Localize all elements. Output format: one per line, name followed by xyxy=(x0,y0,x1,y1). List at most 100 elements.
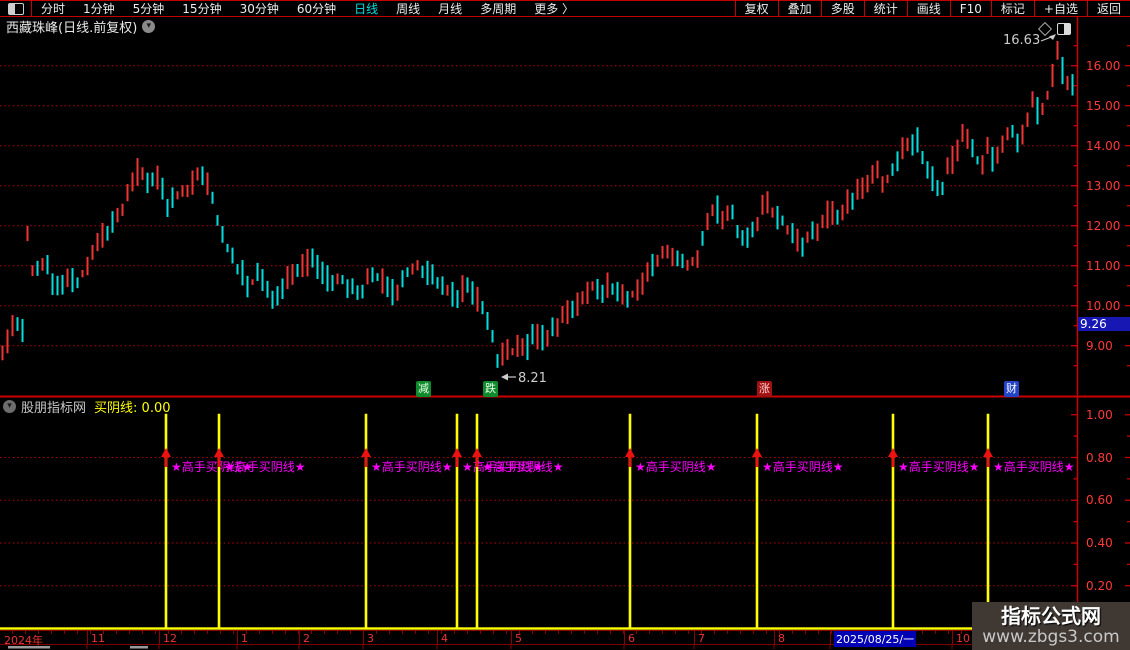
buy-arrow-stem xyxy=(164,456,168,467)
tab-timeframe-3[interactable]: 15分钟 xyxy=(182,2,222,16)
month-label: 6 xyxy=(628,632,635,645)
toolbar-action-1[interactable]: 叠加 xyxy=(777,1,821,16)
month-label: 7 xyxy=(698,632,705,645)
tab-timeframe-9[interactable]: 多周期 xyxy=(480,2,517,16)
toolbar-actions: 复权 叠加 多股 统计 画线 F10 标记 +自选 返回 xyxy=(734,1,1130,16)
signal-marker-label: ★高手买阴线★ xyxy=(462,459,544,474)
buy-arrow-icon xyxy=(983,448,993,457)
toolbar-action-2[interactable]: 多股 xyxy=(820,1,864,16)
toolbar-action-8[interactable]: 返回 xyxy=(1086,1,1130,16)
signal-marker-label: ★高手买阴线★ xyxy=(224,459,306,474)
high-arrowhead xyxy=(1049,34,1056,40)
chart-corner-icons xyxy=(1037,21,1071,37)
month-label: 8 xyxy=(778,632,785,645)
buy-arrow-icon xyxy=(888,448,898,457)
indicator-axis-label: 0.20 xyxy=(1086,578,1113,593)
panel-chevron-down-icon[interactable]: ▾ xyxy=(3,399,16,413)
layout-split-icon[interactable] xyxy=(8,2,24,15)
watermark-url: www.zbgs3.com xyxy=(982,627,1120,647)
price-axis-label: 16.00 xyxy=(1086,58,1121,73)
buy-arrow-icon xyxy=(472,448,482,457)
price-axis-label: 13.00 xyxy=(1086,178,1121,193)
time-axis-separator xyxy=(87,631,88,644)
frame-lines xyxy=(0,17,1130,645)
signal-marker-label: ★高手买阴线★ xyxy=(898,459,980,474)
toolbar-action-3[interactable]: 统计 xyxy=(863,1,907,16)
toolbar-action-4[interactable]: 画线 xyxy=(906,1,950,16)
tab-timeframe-5[interactable]: 60分钟 xyxy=(296,2,337,16)
buy-arrow-icon xyxy=(214,448,224,457)
month-label: 1 xyxy=(241,632,248,645)
toolbar-action-0[interactable]: 复权 xyxy=(734,1,778,16)
buy-arrow-stem xyxy=(217,456,221,467)
month-label: 4 xyxy=(441,632,448,645)
month-label: 3 xyxy=(367,632,374,645)
time-axis-separator xyxy=(830,631,831,644)
time-axis-separator xyxy=(237,631,238,644)
time-axis-separator xyxy=(511,631,512,644)
buy-arrow-icon xyxy=(161,448,171,457)
toolbar-action-5[interactable]: F10 xyxy=(949,1,991,16)
cutoff-text-fragment xyxy=(8,646,50,649)
time-axis-separator xyxy=(774,631,775,644)
tab-timeframe-1[interactable]: 1分钟 xyxy=(83,2,115,16)
month-label: 5 xyxy=(515,632,522,645)
price-axis-label: 14.00 xyxy=(1086,138,1121,153)
month-label: 2 xyxy=(303,632,310,645)
signal-spike xyxy=(475,413,479,629)
tab-timeframe-6[interactable]: 日线 xyxy=(354,2,379,16)
watermark-title: 指标公式网 xyxy=(1001,604,1101,628)
signal-spike xyxy=(891,413,895,629)
signal-spike xyxy=(755,413,759,629)
panel-gridlines xyxy=(0,414,1130,608)
split-window-icon[interactable] xyxy=(1057,23,1071,35)
indicator-axis-label: 0.80 xyxy=(1086,450,1113,465)
current-date-label: 2025/08/25/一 xyxy=(834,631,917,647)
signal-marker-label: ★高手买阴线★ xyxy=(635,459,717,474)
chart-title: 西藏珠峰(日线.前复权) xyxy=(6,20,138,36)
time-axis-separator xyxy=(159,631,160,644)
time-axis-separator xyxy=(363,631,364,644)
event-badge-涨: 涨 xyxy=(757,381,772,397)
bottom-strip xyxy=(8,645,953,649)
indicator-panel-header: ▾ 股朋指标网 买阴线: 0.00 xyxy=(3,399,171,416)
indicator-axis-label: 0.60 xyxy=(1086,493,1113,508)
toolbar-action-7[interactable]: +自选 xyxy=(1033,1,1087,16)
tab-timeframe-7[interactable]: 周线 xyxy=(396,2,421,16)
time-axis[interactable]: 2024年 11 12 1 2 3 4 5 6 7 8 2025/08/25/一 10 xyxy=(0,631,1130,647)
buy-arrow-stem xyxy=(891,456,895,467)
annotations: 16.63 8.21 xyxy=(501,33,1056,386)
buy-arrow-stem xyxy=(755,456,759,467)
month-label: 12 xyxy=(163,632,177,645)
tab-timeframe-2[interactable]: 5分钟 xyxy=(132,2,165,16)
chevron-down-icon[interactable]: ▾ xyxy=(142,19,156,33)
month-label: 2024年 xyxy=(4,634,43,647)
signal-marker-label: ★高手买阴线★ xyxy=(171,459,253,474)
signal-spike xyxy=(986,413,990,629)
tab-timeframe-10[interactable]: 更多 〉 xyxy=(534,2,575,16)
price-axis-label: 15.00 xyxy=(1086,98,1121,113)
signal-spike xyxy=(217,413,221,629)
signal-marker-label: ★高手买阴线★ xyxy=(371,459,453,474)
signal-marker-label: ★高手买阴线★ xyxy=(993,459,1075,474)
buy-arrow-stem xyxy=(986,456,990,467)
buy-arrow-icon xyxy=(752,448,762,457)
event-badge-财: 财 xyxy=(1004,381,1019,397)
toolbar-action-6[interactable]: 标记 xyxy=(990,1,1034,16)
buy-arrow-icon xyxy=(361,448,371,457)
high-annotation: 16.63 xyxy=(1003,33,1040,48)
signal-spike xyxy=(455,413,459,629)
month-label: 10 xyxy=(956,632,970,645)
signal-spike xyxy=(364,413,368,629)
tab-timeframe-0[interactable]: 分时 xyxy=(41,2,66,16)
signal-marker-label: ★高手买阴线★ xyxy=(762,459,844,474)
tab-timeframe-4[interactable]: 30分钟 xyxy=(239,2,279,16)
signal-spike xyxy=(164,413,168,629)
time-axis-separator xyxy=(624,631,625,644)
time-axis-separator xyxy=(437,631,438,644)
tab-timeframe-8[interactable]: 月线 xyxy=(438,2,463,16)
watermark: 指标公式网 www.zbgs3.com xyxy=(972,602,1130,650)
buy-arrow-stem xyxy=(628,456,632,467)
